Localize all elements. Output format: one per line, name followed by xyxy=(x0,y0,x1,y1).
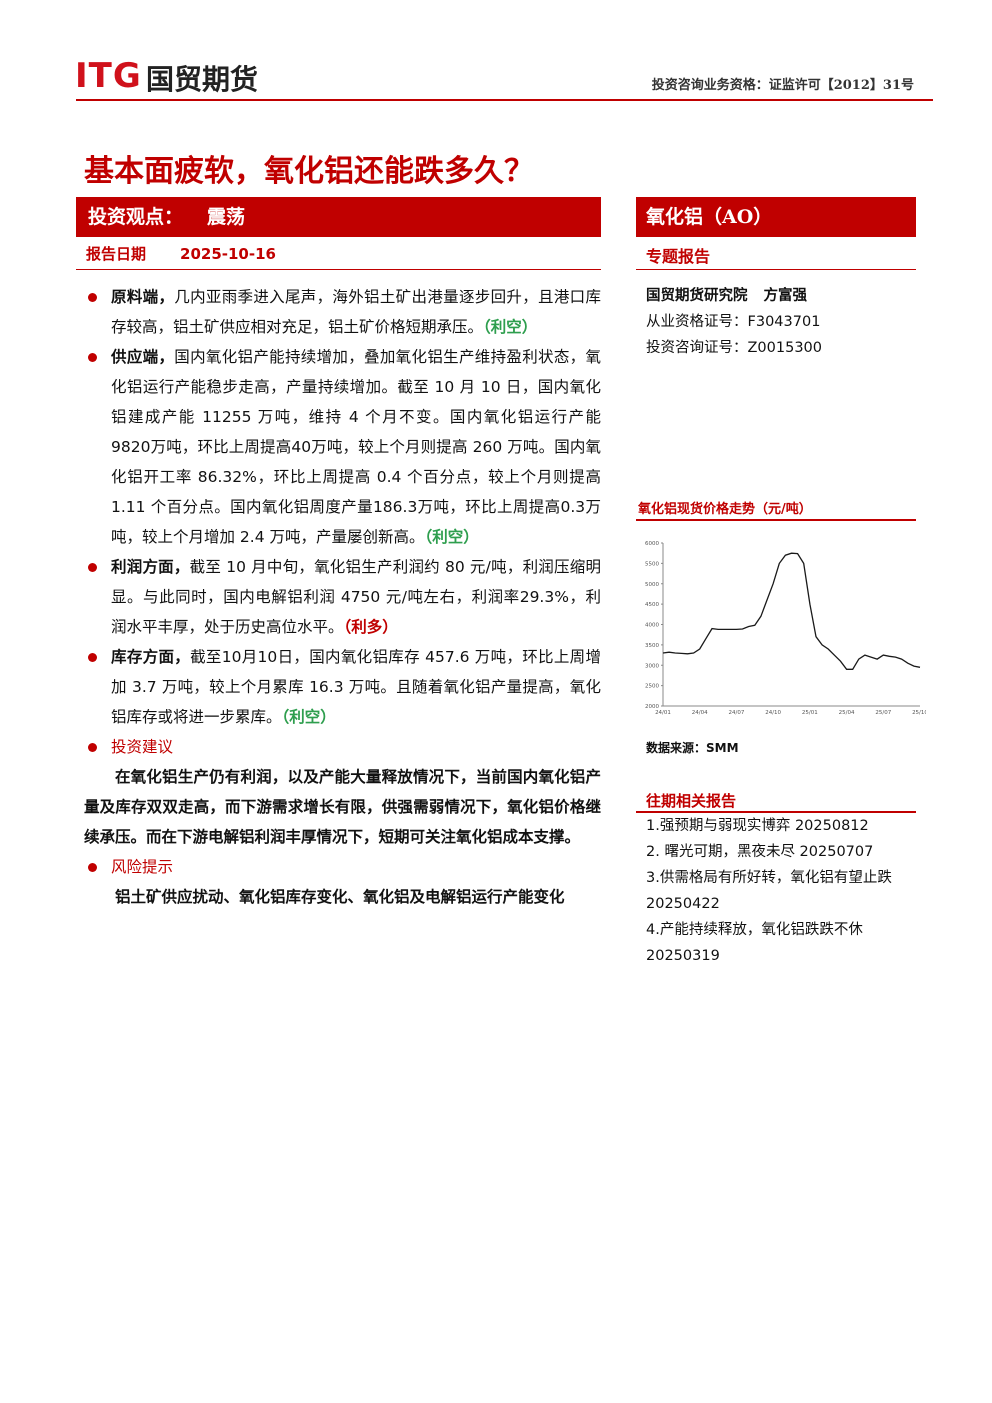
section-heading: 利润方面， xyxy=(111,558,190,576)
report-title: 基本面疲软，氧化铝还能跌多久？ xyxy=(84,154,534,189)
x-tick-label: 25/04 xyxy=(839,710,855,716)
x-tick-label: 25/01 xyxy=(802,710,818,716)
section-tag: （利多） xyxy=(343,618,398,636)
section-heading: 库存方面， xyxy=(111,648,191,666)
report-type: 专题报告 xyxy=(646,247,711,266)
bullet-section: 库存方面，截至10月10日，国内氧化铝库存 457.6 万吨，环比上周增加 3.… xyxy=(84,642,601,732)
product-bar: 氧化铝（AO） xyxy=(636,197,916,237)
qualification: 投资咨询业务资格：证监许可【2012】31号 xyxy=(651,78,914,93)
related-item: 3.供需格局有所好转，氧化铝有望止跌 20250422 xyxy=(646,870,892,912)
y-tick-label: 2000 xyxy=(645,704,659,710)
rule xyxy=(76,269,601,270)
y-tick-label: 4000 xyxy=(645,623,659,629)
advice-heading-row: 投资建议 xyxy=(84,732,601,762)
y-tick-label: 5500 xyxy=(645,561,659,567)
y-tick-label: 2500 xyxy=(645,684,659,690)
date-label: 报告日期 xyxy=(86,245,147,263)
author: 国贸期货研究院 方富强 从业资格证号：F3043701 投资咨询证号：Z00153… xyxy=(646,283,822,361)
bullet xyxy=(88,653,97,662)
rule xyxy=(636,811,916,813)
price-line xyxy=(662,552,921,670)
bullet xyxy=(88,563,97,572)
chart-title: 氧化铝现货价格走势（元/吨） xyxy=(638,502,812,517)
cert-label: 从业资格证号： xyxy=(646,314,748,330)
bullet-section: 原料端，几内亚雨季进入尾声，海外铝土矿出港量逐步回升，且港口库存较高，铝土矿供应… xyxy=(84,282,601,342)
report-date: 报告日期 2025-10-16 xyxy=(86,243,276,264)
x-tick-label: 25/07 xyxy=(875,710,891,716)
risk-heading-row: 风险提示 xyxy=(84,852,601,882)
rule xyxy=(636,269,916,270)
x-tick-label: 25/10 xyxy=(912,710,926,716)
view-value: 震荡 xyxy=(207,206,246,228)
y-tick-label: 6000 xyxy=(645,541,659,547)
y-tick-label: 5000 xyxy=(645,582,659,588)
advice-heading: 投资建议 xyxy=(111,738,174,756)
bullet-section: 供应端，国内氧化铝产能持续增加，叠加氧化铝生产维持盈利状态，氧化铝运行产能稳步走… xyxy=(84,342,601,552)
logo: ITG xyxy=(75,56,142,96)
section-tag: （利空） xyxy=(483,318,538,336)
section-tag: （利空） xyxy=(281,708,336,726)
x-tick-label: 24/04 xyxy=(692,710,708,716)
section-text: 国内氧化铝产能持续增加，叠加氧化铝生产维持盈利状态，氧化铝运行产能稳步走高，产量… xyxy=(111,348,601,546)
bullet xyxy=(88,353,97,362)
view-bar: 投资观点： 震荡 xyxy=(76,197,601,237)
x-tick-label: 24/01 xyxy=(655,710,671,716)
bullet xyxy=(88,863,97,872)
product: 氧化铝（AO） xyxy=(646,206,773,228)
institute: 国贸期货研究院 xyxy=(646,288,748,304)
cert-label: 投资咨询证号： xyxy=(646,340,748,356)
y-tick-label: 3500 xyxy=(645,643,659,649)
y-tick-label: 3000 xyxy=(645,663,659,669)
related-list: 1.强预期与弱现实博弈 20250812 2. 曙光可期，黑夜未尽 2025070… xyxy=(646,813,906,969)
x-tick-label: 24/10 xyxy=(765,710,781,716)
related-item: 2. 曙光可期，黑夜未尽 20250707 xyxy=(646,844,874,860)
section-heading: 原料端， xyxy=(111,288,175,306)
analyst: 方富强 xyxy=(763,288,808,304)
header-rule xyxy=(76,99,933,101)
related-heading: 往期相关报告 xyxy=(646,792,737,810)
section-tag: （利空） xyxy=(424,528,479,546)
bullet-section: 利润方面，截至 10 月中旬，氧化铝生产利润约 80 元/吨，利润压缩明显。与此… xyxy=(84,552,601,642)
related-item: 1.强预期与弱现实博弈 20250812 xyxy=(646,818,869,834)
bullet xyxy=(88,743,97,752)
bullet xyxy=(88,293,97,302)
related-item: 4.产能持续释放，氧化铝跌跌不休 20250319 xyxy=(646,922,863,964)
date-value: 2025-10-16 xyxy=(180,245,276,263)
y-tick-label: 4500 xyxy=(645,602,659,608)
section-text: 截至10月10日，国内氧化铝库存 457.6 万吨，环比上周增加 3.7 万吨，… xyxy=(111,648,601,726)
chart: 2000 2500 3000 3500 4000 4500 5000 5500 6000 24/0… xyxy=(645,541,926,716)
cert-value: Z0015300 xyxy=(747,340,823,356)
section-text: 几内亚雨季进入尾声，海外铝土矿出港量逐步回升，且港口库存较高，铝土矿供应相对充足… xyxy=(111,288,601,336)
x-tick-label: 24/07 xyxy=(728,710,744,716)
cert-value: F3043701 xyxy=(747,314,821,330)
risk-text: 铝土矿供应扰动、氧化铝库存变化、氧化铝及电解铝运行产能变化 xyxy=(115,887,565,906)
rule xyxy=(636,519,916,521)
logo-cn: 国贸期货 xyxy=(146,63,259,96)
main-text: 原料端，几内亚雨季进入尾声，海外铝土矿出港量逐步回升，且港口库存较高，铝土矿供应… xyxy=(84,282,601,912)
risk-heading: 风险提示 xyxy=(111,858,174,876)
view-label: 投资观点： xyxy=(88,206,184,228)
section-heading: 供应端， xyxy=(111,348,175,366)
advice-text: 在氧化铝生产仍有利润，以及产能大量释放情况下，当前国内氧化铝产量及库存双双走高，… xyxy=(84,767,601,846)
section-text: 截至 10 月中旬，氧化铝生产利润约 80 元/吨，利润压缩明显。与此同时，国内… xyxy=(111,558,601,636)
source: 数据来源：SMM xyxy=(646,741,739,755)
